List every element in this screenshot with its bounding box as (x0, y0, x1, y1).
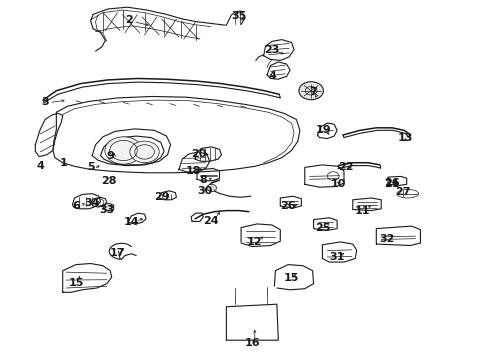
Text: 26: 26 (384, 178, 400, 188)
Text: 20: 20 (191, 149, 206, 159)
Text: 25: 25 (315, 222, 330, 233)
Circle shape (207, 184, 217, 192)
Text: 26: 26 (280, 201, 296, 211)
Text: 4: 4 (268, 71, 276, 81)
Text: 22: 22 (338, 162, 354, 172)
Text: 15: 15 (284, 273, 299, 283)
Text: 5: 5 (87, 162, 95, 172)
Text: 3: 3 (41, 96, 49, 107)
Text: 6: 6 (72, 201, 80, 211)
Text: 14: 14 (123, 217, 139, 228)
Text: 23: 23 (264, 45, 280, 55)
Text: 30: 30 (197, 186, 213, 196)
Text: 21: 21 (384, 179, 400, 189)
Text: 10: 10 (330, 179, 346, 189)
Text: 7: 7 (310, 87, 318, 97)
Text: 8: 8 (199, 175, 207, 185)
Text: 4: 4 (36, 161, 44, 171)
Text: 32: 32 (379, 234, 395, 244)
Text: 29: 29 (154, 192, 170, 202)
Text: 9: 9 (106, 150, 114, 161)
Text: 28: 28 (101, 176, 117, 186)
Text: 16: 16 (245, 338, 260, 348)
Text: 33: 33 (99, 204, 115, 215)
Text: 18: 18 (186, 166, 201, 176)
Text: 2: 2 (125, 15, 133, 25)
Text: 24: 24 (203, 216, 219, 226)
Text: 1: 1 (60, 158, 68, 168)
Text: 13: 13 (398, 132, 414, 143)
Text: 12: 12 (247, 237, 263, 247)
Text: 31: 31 (329, 252, 345, 262)
Text: 19: 19 (316, 125, 331, 135)
Text: 27: 27 (395, 186, 411, 197)
Text: 15: 15 (68, 278, 84, 288)
Circle shape (299, 82, 323, 100)
Text: 11: 11 (355, 206, 370, 216)
Text: 17: 17 (110, 248, 125, 258)
Text: 34: 34 (84, 198, 100, 208)
Text: 35: 35 (231, 11, 247, 21)
Circle shape (105, 137, 142, 164)
Circle shape (130, 141, 159, 163)
